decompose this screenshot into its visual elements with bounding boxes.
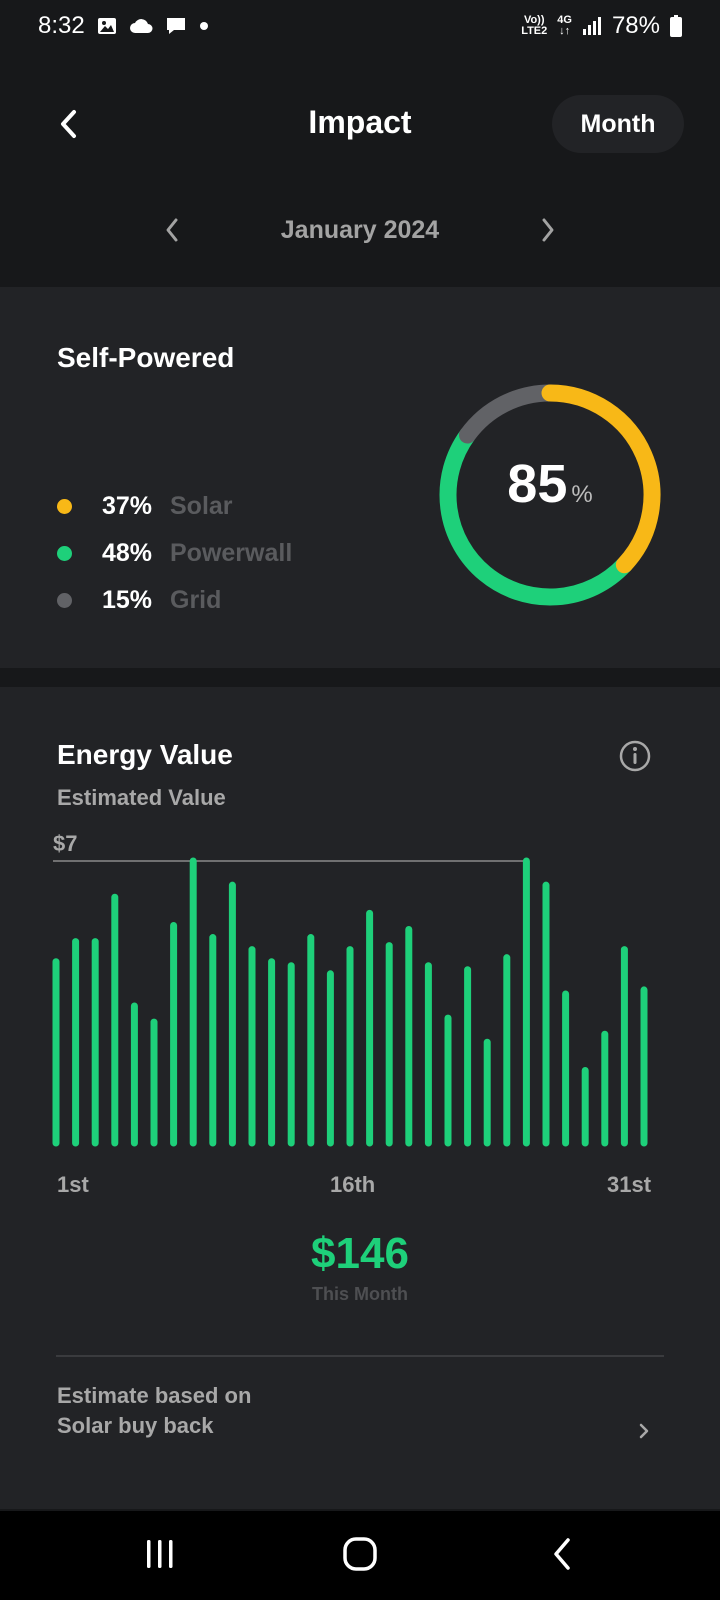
system-navigation-bar: [0, 1511, 720, 1600]
self-powered-card: Self-Powered 37% Solar 48% Powerwall 15%…: [0, 287, 720, 668]
self-powered-unit: %: [571, 481, 593, 508]
self-powered-legend: 37% Solar 48% Powerwall 15% Grid: [57, 483, 292, 624]
powerwall-dot-icon: [57, 546, 72, 561]
back-button[interactable]: [48, 104, 88, 144]
system-back-button[interactable]: [532, 1529, 592, 1579]
self-powered-percentage: 85: [507, 454, 568, 514]
estimate-basis-text: Estimate based on Solar buy back: [57, 1381, 357, 1441]
self-powered-title: Self-Powered: [57, 342, 235, 373]
battery-percent: 78%: [611, 12, 660, 39]
chevron-left-icon: [166, 218, 178, 242]
energy-value-card: Energy Value Estimated Value $7 1st 16th…: [0, 687, 720, 1509]
powerwall-percent: 48%: [101, 539, 152, 567]
energy-value-subtitle: Estimated Value: [57, 785, 226, 810]
volte-indicator: Vo)) LTE2: [521, 14, 548, 37]
recent-apps-button[interactable]: [130, 1529, 190, 1579]
month-label: January 2024: [280, 216, 440, 244]
chat-icon: [165, 16, 187, 36]
monthly-total-value: $146: [311, 1229, 409, 1278]
period-selector-button[interactable]: Month: [552, 95, 684, 153]
estimate-basis-row[interactable]: Estimate based on Solar buy back: [0, 1357, 720, 1507]
previous-month-button[interactable]: [156, 212, 188, 248]
chevron-right-icon: [634, 1417, 654, 1445]
recent-apps-icon: [147, 1540, 173, 1568]
legend-item-grid: 15% Grid: [57, 577, 292, 624]
gallery-icon: [97, 16, 117, 36]
next-month-button[interactable]: [532, 212, 564, 248]
x-tick-label-start: 1st: [57, 1172, 89, 1197]
energy-value-chart: $7: [52, 831, 648, 1147]
header: Impact Month: [0, 90, 720, 156]
x-tick-label-mid: 16th: [330, 1172, 376, 1197]
estimate-basis-line2: Solar buy back: [57, 1413, 214, 1438]
solar-percent: 37%: [101, 492, 152, 520]
powerwall-ring-segment: [439, 426, 633, 606]
status-time: 8:32: [38, 12, 85, 39]
battery-icon: [670, 15, 682, 37]
grid-percent: 15%: [101, 586, 152, 614]
energy-value-title: Energy Value: [57, 739, 233, 770]
home-button[interactable]: [330, 1529, 390, 1579]
grid-label: Grid: [170, 586, 222, 614]
grid-dot-icon: [57, 593, 72, 608]
month-navigator: January 2024: [0, 208, 720, 252]
solar-label: Solar: [170, 492, 233, 520]
chevron-left-icon: [61, 110, 76, 138]
legend-item-powerwall: 48% Powerwall: [57, 530, 292, 577]
legend-item-solar: 37% Solar: [57, 483, 292, 530]
home-icon: [343, 1537, 377, 1571]
dot-icon: [199, 21, 209, 31]
page-title: Impact: [308, 104, 412, 140]
self-powered-ring: [439, 384, 661, 606]
powerwall-label: Powerwall: [170, 539, 293, 567]
self-powered-value: 85%: [432, 453, 668, 515]
info-icon[interactable]: [618, 739, 652, 773]
solar-dot-icon: [57, 499, 72, 514]
network-type-indicator: 4G ↓↑: [557, 14, 572, 37]
chevron-right-icon: [542, 218, 554, 242]
solar-ring-segment: [541, 384, 661, 574]
signal-icon: [582, 17, 602, 35]
y-max-label: $7: [53, 831, 77, 856]
divider: [56, 1355, 664, 1357]
back-arrow-icon: [554, 1538, 570, 1570]
cloud-icon: [129, 18, 153, 34]
monthly-total-label: This Month: [312, 1284, 408, 1304]
grid-ring-segment: [458, 384, 559, 444]
x-tick-label-end: 31st: [607, 1172, 652, 1197]
status-bar: 8:32 Vo)) LTE2 4G ↓↑ 78%: [0, 0, 720, 52]
estimate-basis-line1: Estimate based on: [57, 1383, 252, 1408]
